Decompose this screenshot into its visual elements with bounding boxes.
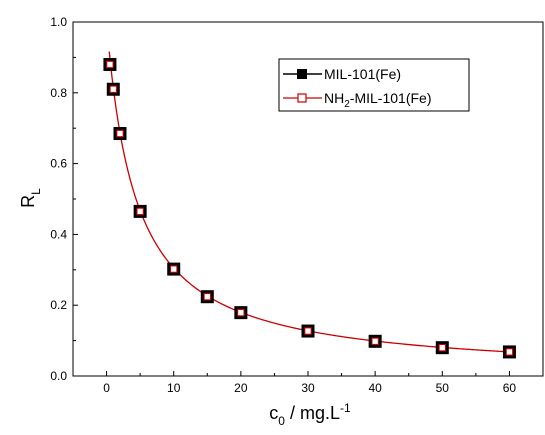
marker-nh2-mil-101-fe xyxy=(116,129,124,138)
y-axis-title-sub: L xyxy=(29,188,43,195)
legend-box xyxy=(278,58,470,112)
x-axis-title-sup: -1 xyxy=(340,401,351,415)
x-tick-label: 30 xyxy=(301,381,315,395)
x-axis-ticks: 0 10 20 30 40 50 60 xyxy=(72,371,544,395)
y-tick-label: 0.4 xyxy=(50,227,67,241)
marker-nh2-mil-101-fe xyxy=(371,337,379,346)
x-axis-title-sub: 0 xyxy=(278,414,285,428)
x-axis-title: c0 / mg.L-1 xyxy=(269,401,351,428)
y-tick-label: 0.8 xyxy=(50,86,67,100)
marker-nh2-mil-101-fe xyxy=(136,207,144,216)
y-axis-title-main: R xyxy=(18,195,38,208)
x-tick-label: 10 xyxy=(167,381,181,395)
y-tick-label: 0.0 xyxy=(50,369,67,383)
marker-nh2-mil-101-fe xyxy=(438,343,447,352)
legend-label-series-2: NH2-MIL-101(Fe) xyxy=(324,90,431,110)
y-tick-label: 0.2 xyxy=(50,298,67,312)
x-tick-label: 20 xyxy=(234,381,248,395)
x-tick-label: 60 xyxy=(503,381,517,395)
marker-nh2-mil-101-fe xyxy=(505,348,514,356)
marker-nh2-mil-101-fe xyxy=(237,308,245,317)
x-axis-title-rest: / mg.L xyxy=(285,403,340,423)
x-tick-label: 50 xyxy=(436,381,450,395)
legend: MIL-101(Fe) NH2-MIL-101(Fe) xyxy=(278,58,470,112)
x-axis-title-main: c xyxy=(269,403,278,423)
legend-label-series-1: MIL-101(Fe) xyxy=(324,66,401,82)
marker-nh2-mil-101-fe xyxy=(109,85,118,94)
y-tick-label: 1.0 xyxy=(50,15,67,29)
y-axis-title: RL xyxy=(18,188,43,208)
legend-marker-series-2 xyxy=(297,93,307,103)
y-axis-ticks: 0.0 0.2 0.4 0.6 0.8 1.0 xyxy=(50,15,78,383)
marker-nh2-mil-101-fe xyxy=(203,292,212,301)
x-tick-label: 40 xyxy=(368,381,382,395)
y-tick-label: 0.6 xyxy=(50,157,67,171)
data-markers xyxy=(103,57,516,359)
x-tick-label: 0 xyxy=(103,381,110,395)
marker-nh2-mil-101-fe xyxy=(304,327,312,335)
marker-nh2-mil-101-fe xyxy=(106,60,114,69)
marker-nh2-mil-101-fe xyxy=(169,265,178,273)
legend-marker-series-1 xyxy=(297,69,307,79)
